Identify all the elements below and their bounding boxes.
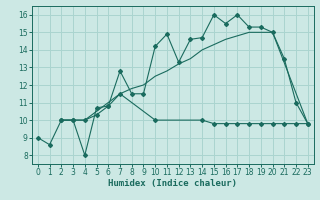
X-axis label: Humidex (Indice chaleur): Humidex (Indice chaleur) [108,179,237,188]
